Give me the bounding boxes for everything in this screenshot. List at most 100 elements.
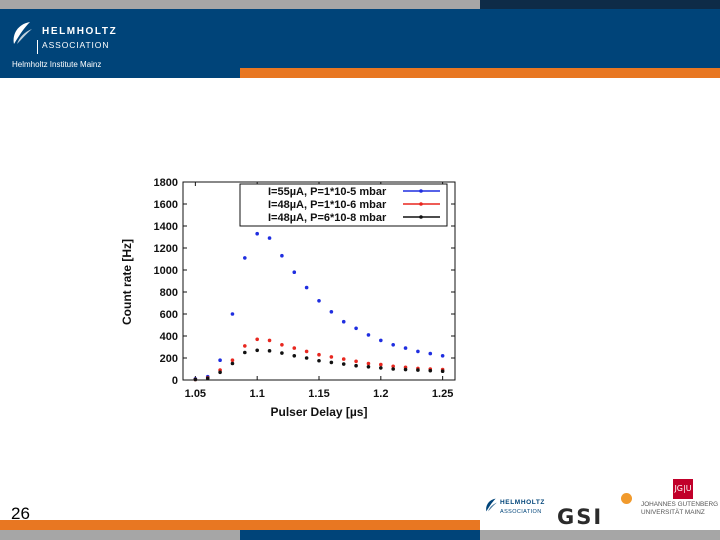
data-point-series-1 xyxy=(255,231,259,236)
data-point-series-2 xyxy=(267,338,272,343)
data-point-series-2 xyxy=(292,346,297,350)
jgu-logo-box: JG|U xyxy=(673,479,693,499)
legend-label: I=48µA, P=1*10-6 mbar xyxy=(268,199,387,211)
footer-right-gray-strip xyxy=(480,530,720,540)
data-point-series-3 xyxy=(193,377,198,382)
data-point-series-3 xyxy=(329,360,334,365)
data-point-series-1 xyxy=(428,351,433,356)
data-point-series-1 xyxy=(379,338,383,343)
data-point-series-1 xyxy=(280,253,284,258)
header-navy-strip xyxy=(480,0,720,9)
data-point-series-1 xyxy=(391,343,395,347)
data-point-series-3 xyxy=(341,362,346,366)
legend-label: I=55µA, P=1*10-5 mbar xyxy=(268,186,387,198)
legend-marker xyxy=(419,215,423,219)
data-point-series-1 xyxy=(366,333,371,337)
header-orange-strip xyxy=(240,68,720,78)
x-tick-label: 1.2 xyxy=(373,388,388,400)
data-point-series-3 xyxy=(292,354,297,358)
data-point-series-3 xyxy=(354,363,358,368)
y-tick-label: 1600 xyxy=(154,199,178,211)
y-tick-label: 0 xyxy=(172,375,178,387)
data-point-series-1 xyxy=(304,285,309,290)
x-tick-label: 1.15 xyxy=(308,388,329,400)
helmholtz-leaf-small-icon xyxy=(486,498,497,512)
data-point-series-2 xyxy=(366,361,371,366)
header-gray-strip xyxy=(0,0,480,9)
data-point-series-1 xyxy=(403,346,408,350)
y-tick-label: 1800 xyxy=(154,177,178,189)
jgu-name: JOHANNES GUTENBERG UNIVERSITÄT MAINZ xyxy=(641,501,720,517)
y-axis: 0 200 400 600 800 1000 1200 1400 1600 1800 xyxy=(154,177,455,387)
y-tick-label: 400 xyxy=(160,331,178,343)
y-tick-label: 800 xyxy=(160,287,178,299)
data-point-series-1 xyxy=(292,270,297,275)
footer-orange-strip xyxy=(0,520,480,530)
y-tick-label: 1200 xyxy=(154,243,178,255)
legend-marker xyxy=(419,189,423,193)
jgu-name-line2: UNIVERSITÄT MAINZ xyxy=(641,509,705,516)
slide-number: 26 xyxy=(11,504,30,523)
data-point-series-2 xyxy=(280,343,284,347)
header-band xyxy=(0,0,720,78)
data-point-series-2 xyxy=(317,352,321,357)
data-point-series-1 xyxy=(416,349,420,354)
data-point-series-2 xyxy=(341,357,346,361)
data-point-series-3 xyxy=(403,367,408,372)
data-point-series-2 xyxy=(329,355,334,359)
partner-helmholtz-logo: HELMHOLTZ ASSOCIATION xyxy=(484,497,550,521)
helmholtz-logo: HELMHOLTZ ASSOCIATION xyxy=(10,18,130,70)
data-point-series-3 xyxy=(243,350,247,355)
data-point-series-1 xyxy=(267,236,272,240)
data-point-series-1 xyxy=(354,326,358,331)
x-axis-label: Pulser Delay [µs] xyxy=(271,405,368,419)
data-point-series-3 xyxy=(317,358,321,363)
x-tick-label: 1.1 xyxy=(250,388,265,400)
helmholtz-name: HELMHOLTZ xyxy=(42,26,118,37)
data-point-series-1 xyxy=(243,256,247,260)
data-point-series-1 xyxy=(341,319,346,324)
data-point-series-2 xyxy=(379,362,383,367)
y-tick-label: 1000 xyxy=(154,265,178,277)
data-point-series-3 xyxy=(428,368,433,373)
data-point-series-3 xyxy=(230,361,235,366)
data-point-series-3 xyxy=(280,351,284,355)
helmholtz-leaf-icon xyxy=(13,22,32,44)
data-point-series-2 xyxy=(255,337,259,342)
data-points xyxy=(193,231,445,382)
data-point-series-2 xyxy=(230,358,235,363)
logo-divider xyxy=(37,40,38,54)
data-point-series-3 xyxy=(255,348,259,353)
footer-navy-strip xyxy=(240,530,480,540)
data-point-series-3 xyxy=(218,370,222,375)
data-point-series-1 xyxy=(230,312,235,316)
x-tick-label: 1.05 xyxy=(185,388,206,400)
gsi-logo: GSI xyxy=(557,505,604,529)
data-point-series-3 xyxy=(205,376,210,381)
data-point-series-3 xyxy=(379,366,383,370)
x-axis: 1.05 1.1 1.15 1.2 1.25 xyxy=(185,182,453,400)
data-point-series-2 xyxy=(243,344,247,348)
data-point-series-2 xyxy=(304,349,309,354)
partner-helmholtz-subtitle: ASSOCIATION xyxy=(500,509,542,515)
data-point-series-3 xyxy=(267,349,272,353)
data-point-series-3 xyxy=(304,356,309,360)
data-point-series-2 xyxy=(354,359,358,364)
y-tick-label: 600 xyxy=(160,309,178,321)
data-point-series-1 xyxy=(218,358,222,363)
legend-label: I=48µA, P=6*10-8 mbar xyxy=(268,212,387,224)
data-point-series-3 xyxy=(366,365,371,369)
data-point-series-1 xyxy=(440,354,445,358)
data-point-series-3 xyxy=(440,369,445,374)
x-tick-label: 1.25 xyxy=(432,388,453,400)
data-point-series-1 xyxy=(329,310,334,314)
y-tick-label: 1400 xyxy=(154,221,178,233)
institute-name: Helmholtz Institute Mainz xyxy=(12,60,102,69)
helmholtz-association: ASSOCIATION xyxy=(42,40,110,50)
data-point-series-2 xyxy=(391,364,395,369)
gsi-dot-icon xyxy=(621,493,632,504)
jgu-name-line1: JOHANNES GUTENBERG xyxy=(641,501,719,508)
y-axis-label: Count rate [Hz] xyxy=(120,239,134,325)
